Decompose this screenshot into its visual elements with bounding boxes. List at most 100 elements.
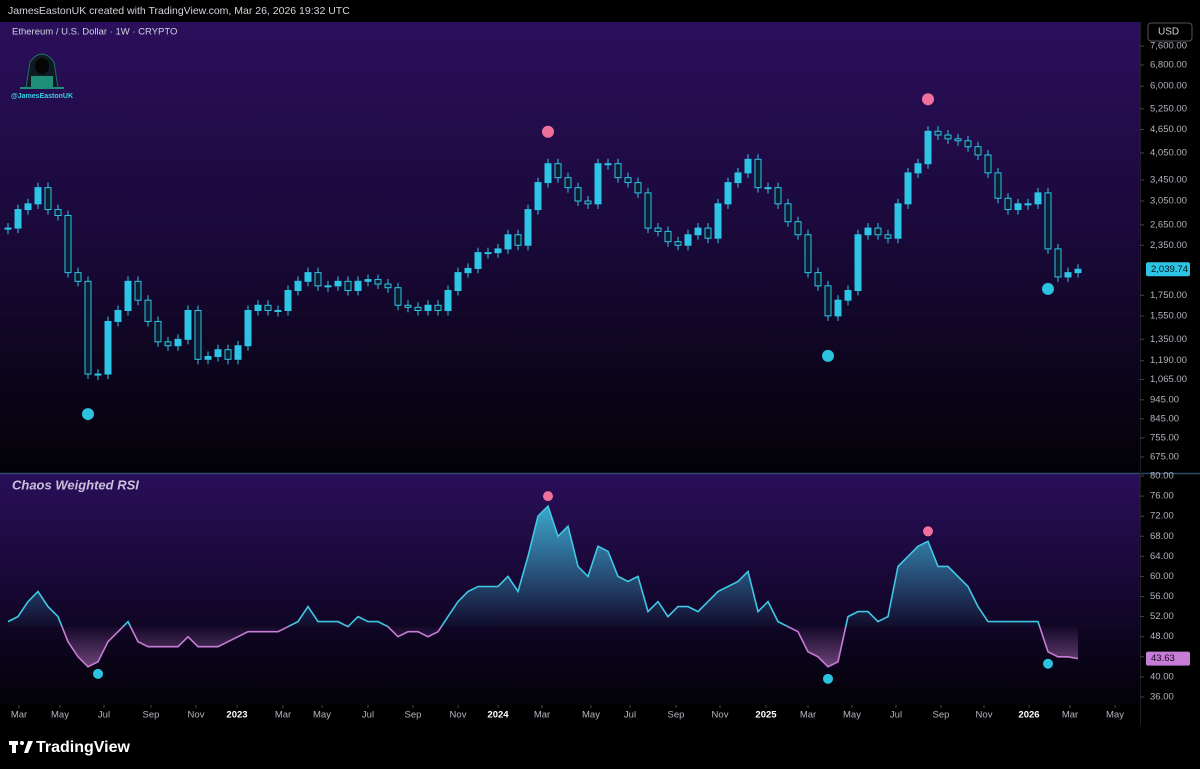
- y-tick-label: 1,350.00: [1150, 334, 1187, 345]
- candle-body: [1074, 268, 1082, 274]
- candle-body: [814, 272, 822, 287]
- y-tick-label: 76.00: [1150, 491, 1174, 502]
- candle-body: [664, 230, 672, 243]
- candle-body: [194, 309, 202, 360]
- candle-body: [314, 272, 322, 287]
- candle-body: [444, 290, 452, 311]
- candle-body: [294, 280, 302, 292]
- signal-high: [922, 93, 934, 106]
- candle-body: [14, 209, 22, 229]
- y-tick-label: 56.00: [1150, 591, 1174, 602]
- candle-body: [654, 227, 662, 232]
- y-tick-label: 52.00: [1150, 611, 1174, 622]
- signal-high: [542, 125, 554, 138]
- y-tick-label: 6,800.00: [1150, 59, 1187, 70]
- candle-body: [204, 355, 212, 360]
- candle-body: [124, 280, 132, 311]
- candle-body: [84, 280, 92, 375]
- last-value-label: 43.63: [1151, 653, 1175, 664]
- candle-body: [624, 177, 632, 184]
- x-tick-label: Sep: [143, 710, 160, 721]
- candle-body: [254, 304, 262, 311]
- tradingview-logo: [9, 741, 33, 753]
- candle-body: [494, 248, 502, 254]
- attribution: JamesEastonUK created with TradingView.c…: [8, 5, 350, 17]
- price-pane: [0, 22, 1140, 473]
- candle-body: [1034, 192, 1042, 205]
- signal-low: [1043, 658, 1053, 669]
- candle-body: [164, 341, 172, 347]
- candle-body: [274, 309, 282, 312]
- candle-body: [114, 309, 122, 322]
- candle-body: [794, 221, 802, 236]
- x-tick-label: 2024: [487, 710, 509, 721]
- candle-body: [524, 209, 532, 246]
- candle-body: [784, 203, 792, 223]
- footer: [0, 726, 1200, 769]
- candle-body: [394, 287, 402, 306]
- x-tick-label: Mar: [11, 710, 27, 721]
- y-tick-label: 60.00: [1150, 571, 1174, 582]
- y-tick-label: 1,750.00: [1150, 290, 1187, 301]
- x-tick-label: May: [1106, 710, 1124, 721]
- last-value-box: [1146, 651, 1190, 666]
- candle-body: [934, 130, 942, 136]
- rsi-line: [7, 504, 1079, 668]
- x-tick-label: Mar: [1062, 710, 1078, 721]
- candle-body: [214, 349, 222, 357]
- candle-body: [954, 138, 962, 142]
- candle-body: [534, 182, 542, 211]
- candle-body: [984, 154, 992, 174]
- candle-body: [134, 280, 142, 301]
- candle-body: [24, 203, 32, 211]
- y-tick-label: 6,000.00: [1150, 81, 1187, 92]
- brand: TradingView: [36, 739, 131, 756]
- candle-body: [74, 272, 82, 282]
- x-tick-label: Mar: [534, 710, 550, 721]
- candle-body: [734, 172, 742, 184]
- candle-body: [54, 209, 62, 217]
- candle-body: [634, 182, 642, 194]
- signal-low: [93, 668, 103, 679]
- candle-body: [364, 279, 372, 282]
- x-tick-label: Nov: [188, 710, 205, 721]
- candle-body: [864, 227, 872, 236]
- candle-body: [344, 280, 352, 292]
- candle-body: [834, 299, 842, 317]
- watermark-text: @JamesEastonUK: [11, 93, 73, 100]
- candle-body: [244, 309, 252, 347]
- candle-body: [884, 234, 892, 239]
- candle-body: [544, 163, 552, 184]
- currency-button[interactable]: [1147, 22, 1193, 42]
- candle-body: [944, 134, 952, 140]
- candle-body: [184, 309, 192, 340]
- x-tick-label: May: [51, 710, 69, 721]
- y-tick-label: 72.00: [1150, 511, 1174, 522]
- candle-body: [974, 146, 982, 156]
- y-tick-label: 36.00: [1150, 691, 1174, 702]
- candle-body: [874, 227, 882, 236]
- x-tick-label: May: [843, 710, 861, 721]
- candle-body: [644, 192, 652, 229]
- signal-low: [822, 349, 834, 362]
- candle-body: [824, 285, 832, 317]
- candle-body: [724, 182, 732, 205]
- candle-body: [514, 234, 522, 246]
- candle-body: [44, 187, 52, 211]
- x-tick-label: Jul: [98, 710, 110, 721]
- y-tick-label: 1,065.00: [1150, 374, 1187, 385]
- y-tick-label: 48.00: [1150, 631, 1174, 642]
- candle-body: [1024, 203, 1032, 206]
- candle-body: [804, 234, 812, 274]
- y-tick-label: 1,550.00: [1150, 310, 1187, 321]
- x-tick-label: Jul: [890, 710, 902, 721]
- y-tick-label: 7,600.00: [1150, 41, 1187, 52]
- y-tick-label: 4,050.00: [1150, 147, 1187, 158]
- candle-body: [234, 345, 242, 360]
- candle-body: [694, 227, 702, 236]
- candle-body: [224, 349, 232, 360]
- candle-body: [704, 227, 712, 239]
- candle-body: [144, 299, 152, 322]
- x-tick-label: 2023: [226, 710, 247, 721]
- candle-body: [674, 241, 682, 246]
